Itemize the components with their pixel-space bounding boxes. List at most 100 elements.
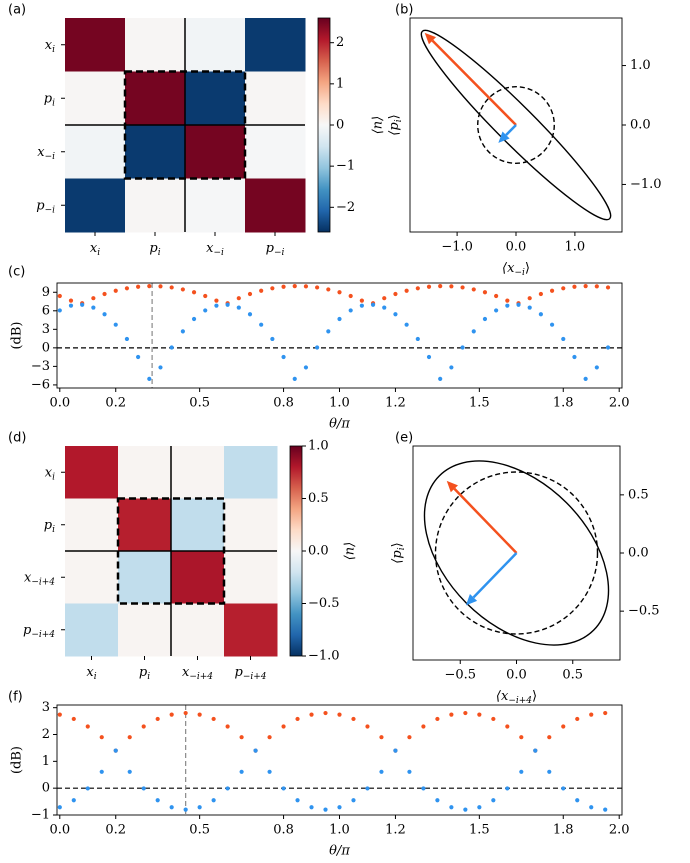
x-tick-label: 1.8 [553,823,574,838]
y-tick-label: −3 [31,359,50,374]
data-point [295,798,300,803]
panel-label: (e) [395,431,413,446]
y-tick-label: 0 [42,340,50,355]
heatmap-cell [118,446,172,499]
plot-area [420,29,612,221]
y-tick-label-part: −i [45,151,56,161]
y-tick-label: 0.5 [628,487,649,502]
heatmap-cell [118,551,172,604]
x-tick-label: 0.5 [189,823,210,838]
x-tick-label: x−i+4 [182,665,213,682]
x-axis-label-part: ⟨x [502,261,515,276]
data-point [239,769,244,774]
plot-area [423,460,610,646]
y-tick-label: x−i [37,144,55,161]
y-tick-label-part: i [52,524,55,534]
data-point [323,807,328,812]
data-point [583,283,588,289]
heatmap-cell [65,125,126,179]
data-point [404,288,409,293]
heatmap-cell [185,18,246,72]
data-point [267,769,272,774]
data-point [214,298,219,303]
data-point [407,735,412,740]
data-point [180,329,185,334]
data-point [315,345,320,350]
heatmap-cell [125,71,186,126]
x-axis-label: ⟨x−i+4⟩ [496,689,537,706]
data-point [141,786,146,791]
data-point [463,807,468,812]
y-tick-label-part: i [52,472,55,482]
data-point [247,312,253,317]
arrow-head [465,593,478,606]
heatmap-cell [65,446,119,499]
y-axis-label-part: ⟨p [387,122,402,136]
data-point [197,712,202,717]
x-tick-label: pi [139,665,150,682]
x-tick-label-part: −i+4 [189,672,213,682]
data-point [323,710,328,716]
y-tick-label-part: x [45,37,53,52]
x-axis-label: ⟨x−i⟩ [502,261,530,278]
y-tick-label-part: i [52,44,55,54]
data-point [68,303,74,308]
x-tick-label: 1.0 [329,396,350,411]
data-point [295,716,300,722]
data-point [303,365,309,370]
x-tick-label: 0.5 [562,668,583,683]
data-point [259,288,264,293]
x-tick-label: 0.0 [49,396,70,411]
data-point [80,302,85,307]
x-tick-label-part: x [86,665,94,680]
y-tick-label-part: p [23,622,32,637]
data-point [575,716,580,722]
data-point [516,302,521,307]
data-point [85,724,90,729]
data-point [337,712,342,717]
y-tick-label: −1 [31,808,50,823]
data-point [471,329,476,334]
data-point [124,286,130,291]
data-point [68,298,74,303]
x-tick-label-part: x [182,665,190,680]
data-point [270,336,275,342]
x-tick-label-part: −i [274,248,285,258]
y-tick-label: 0.0 [628,546,649,561]
data-point [281,724,286,729]
data-point [365,724,370,729]
y-tick-label: pi [44,517,55,534]
heatmap-cell [224,603,278,657]
data-point [281,786,286,791]
x-tick-label: p−i+4 [234,665,266,682]
colorbar [289,445,303,657]
data-point [71,798,76,803]
y-tick-label: p−i [36,198,55,215]
data-point [477,712,482,717]
data-point [438,376,443,381]
x-tick-label-part: i [158,248,161,258]
data-point [471,287,476,292]
data-point [292,376,297,381]
arrow-shaft [505,124,517,136]
colorbar-tick-label: −1 [336,159,355,174]
data-point [589,712,594,717]
y-tick-label-part: p [44,517,53,532]
arrow-head [498,131,510,143]
x-tick-label: 0.8 [273,396,294,411]
x-tick-label: 0.2 [105,396,126,411]
data-point [482,290,488,295]
y-axis-label-part: ⟩ [387,114,402,119]
heatmap-cell [185,125,246,179]
x-tick-label-part: p [266,241,275,256]
data-point [583,376,588,381]
heatmap-cell [245,18,306,72]
y-tick-label-part: −i [45,205,56,215]
panel-label: (c) [8,265,25,280]
arrow-shaft [431,39,517,126]
data-point [155,798,160,803]
x-axis-label: θ/π [329,844,350,859]
data-point [183,710,188,716]
data-point [158,365,163,370]
data-point [203,293,208,299]
